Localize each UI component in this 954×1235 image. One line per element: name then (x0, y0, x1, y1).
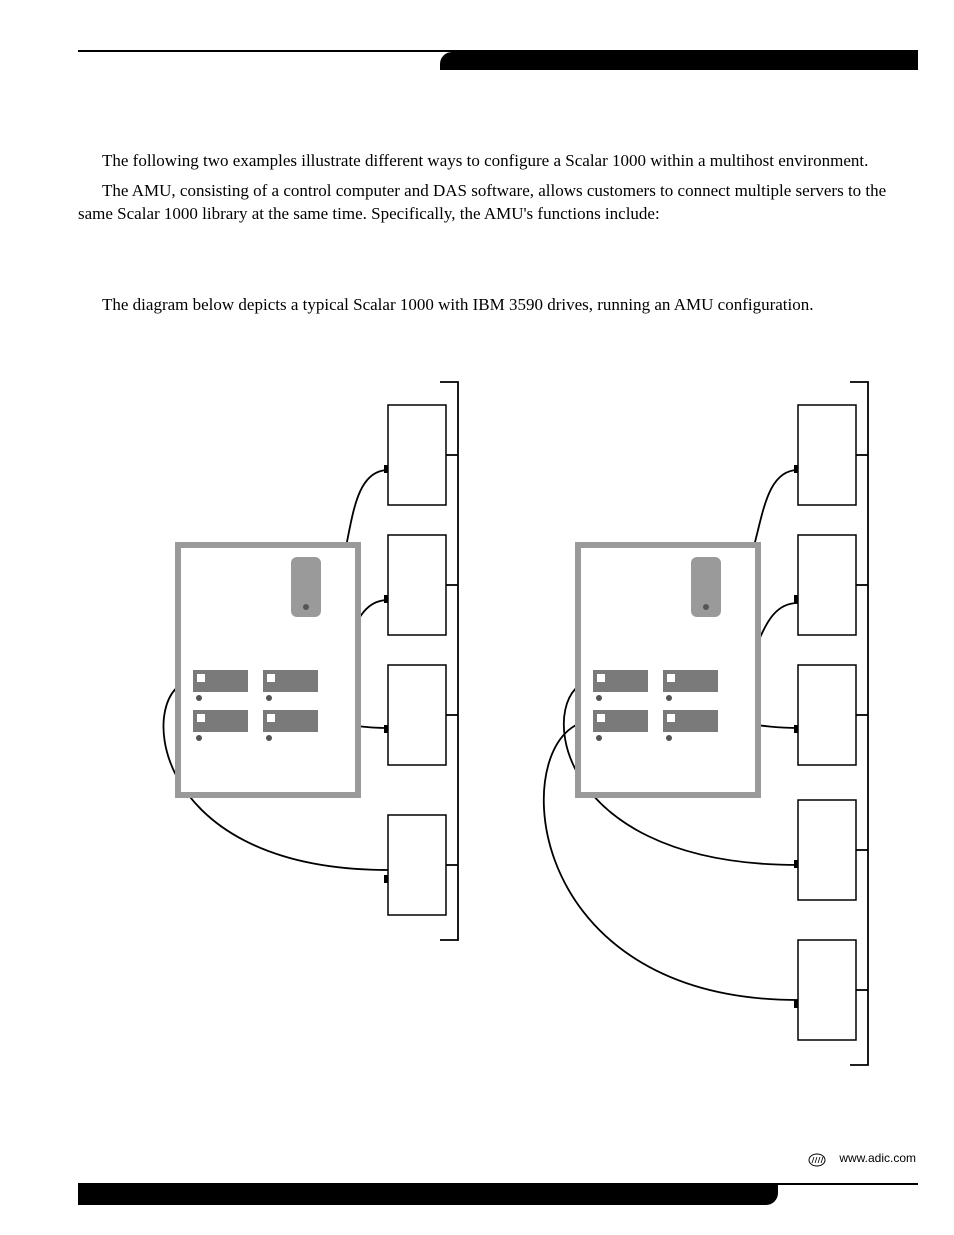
paragraph-1: The following two examples illustrate di… (78, 150, 918, 173)
footer-url: www.adic.com (839, 1151, 916, 1165)
left-server-1-port (384, 595, 388, 603)
right-server-3-port (794, 860, 798, 868)
left-tape-drive-0-port (196, 695, 202, 701)
right-server-3 (798, 800, 856, 900)
right-tape-drive-0-led (597, 674, 605, 682)
right-tape-drive-1-port (666, 695, 672, 701)
left-server-0-port (384, 465, 388, 473)
brand-logo-icon (808, 1153, 826, 1167)
right-server-0 (798, 405, 856, 505)
paragraph-2: The AMU, consisting of a control compute… (78, 180, 918, 226)
right-tape-drive-1-led (667, 674, 675, 682)
left-tape-drive-2-port (196, 735, 202, 741)
paragraph-3: The diagram below depicts a typical Scal… (78, 294, 918, 317)
configuration-diagram (78, 370, 918, 1110)
left-tape-drive-2-led (197, 714, 205, 722)
right-server-4-port (794, 1000, 798, 1008)
left-amu-port (303, 604, 309, 610)
left-server-3 (388, 815, 446, 915)
right-server-1 (798, 535, 856, 635)
right-tape-drive-3-led (667, 714, 675, 722)
right-server-1-port (794, 595, 798, 603)
left-tape-drive-1-led (267, 674, 275, 682)
left-server-3-port (384, 875, 388, 883)
left-tape-drive-3-port (266, 735, 272, 741)
right-tape-drive-2-led (597, 714, 605, 722)
right-tape-drive-2-port (596, 735, 602, 741)
right-tape-drive-0-port (596, 695, 602, 701)
right-tape-drive-3-port (666, 735, 672, 741)
footer-black-bar (78, 1183, 778, 1205)
right-server-2 (798, 665, 856, 765)
left-tape-drive-1-port (266, 695, 272, 701)
right-server-0-port (794, 465, 798, 473)
right-server-4 (798, 940, 856, 1040)
left-tape-drive-0-led (197, 674, 205, 682)
right-amu-port (703, 604, 709, 610)
left-server-2 (388, 665, 446, 765)
header-black-bar (440, 52, 918, 70)
left-server-2-port (384, 725, 388, 733)
left-tape-drive-3-led (267, 714, 275, 722)
right-server-2-port (794, 725, 798, 733)
left-server-0 (388, 405, 446, 505)
left-server-1 (388, 535, 446, 635)
